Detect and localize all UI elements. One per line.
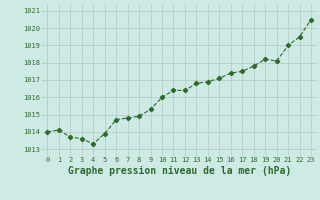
X-axis label: Graphe pression niveau de la mer (hPa): Graphe pression niveau de la mer (hPa)	[68, 166, 291, 176]
